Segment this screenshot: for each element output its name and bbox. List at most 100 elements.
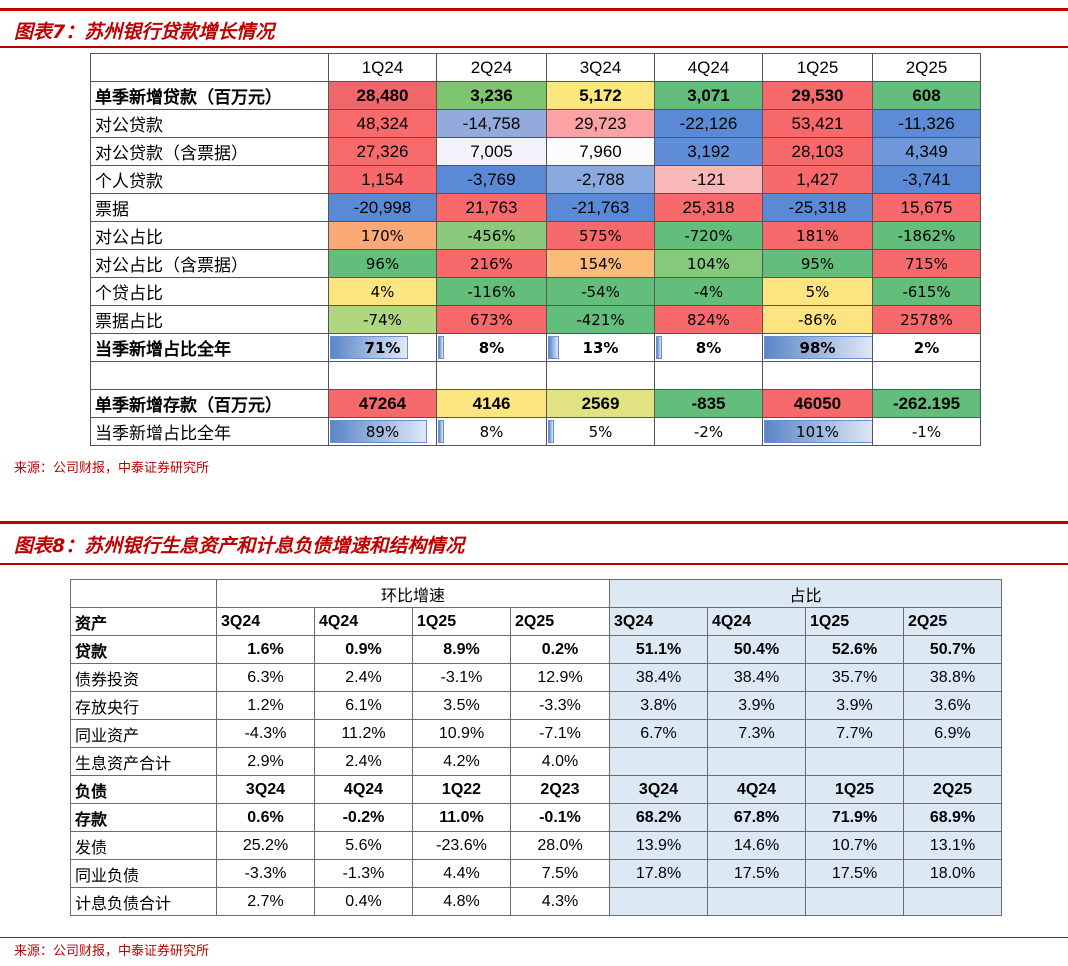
row-label: 发债: [70, 831, 217, 860]
data-bar: [548, 336, 559, 359]
data-cell: 1,427: [762, 165, 873, 194]
share-cell: [609, 887, 708, 916]
growth-cell: 1.6%: [216, 635, 315, 664]
share-cell: 52.6%: [805, 635, 904, 664]
row-label: 贷款: [70, 635, 217, 664]
header-row: 1Q24 2Q24 3Q24 4Q24 1Q25 2Q25: [90, 53, 981, 82]
data-cell: -25,318: [762, 193, 873, 222]
growth-cell: 0.9%: [314, 635, 413, 664]
growth-cell: -3.1%: [412, 663, 511, 692]
column-header: 2Q25: [510, 607, 610, 636]
data-cell: 8%: [654, 333, 763, 362]
data-cell: -720%: [654, 221, 763, 250]
data-cell: 824%: [654, 305, 763, 334]
table-row: 对公贷款 48,324 -14,758 29,723 -22,126 53,421 -11,…: [90, 109, 981, 138]
growth-cell: 4.0%: [510, 747, 610, 776]
data-cell: -11,326: [872, 109, 981, 138]
data-cell: -54%: [546, 277, 655, 306]
column-header: 2Q25: [903, 775, 1002, 804]
row-label: 对公贷款: [90, 109, 329, 138]
section-label: 负债: [70, 775, 217, 804]
table-row: [90, 361, 981, 390]
table-row: 发债 25.2% 5.6% -23.6% 28.0% 13.9% 14.6% 10.7% 13.…: [70, 831, 1002, 860]
data-cell: 46050: [762, 389, 873, 418]
growth-cell: 2.4%: [314, 663, 413, 692]
growth-cell: 6.3%: [216, 663, 315, 692]
data-cell: -2,788: [546, 165, 655, 194]
share-cell: 13.1%: [903, 831, 1002, 860]
data-cell: 25,318: [654, 193, 763, 222]
data-cell: 3,071: [654, 81, 763, 110]
growth-cell: 28.0%: [510, 831, 610, 860]
growth-cell: 12.9%: [510, 663, 610, 692]
data-cell: -121: [654, 165, 763, 194]
data-cell: 7,960: [546, 137, 655, 166]
share-cell: 38.4%: [609, 663, 708, 692]
data-cell: 608: [872, 81, 981, 110]
share-cell: 3.9%: [707, 691, 806, 720]
column-header: 4Q24: [314, 775, 413, 804]
data-cell: 181%: [762, 221, 873, 250]
growth-cell: 2.7%: [216, 887, 315, 916]
table-row: 个贷占比 4% -116% -54% -4% 5% -615%: [90, 277, 981, 306]
growth-cell: -1.3%: [314, 859, 413, 888]
data-cell: 89%: [328, 417, 437, 446]
data-cell: 8%: [436, 417, 547, 446]
data-cell: -615%: [872, 277, 981, 306]
column-header: 4Q24: [707, 607, 806, 636]
growth-cell: 0.2%: [510, 635, 610, 664]
growth-cell: 1.2%: [216, 691, 315, 720]
cell-value: 5%: [588, 422, 613, 441]
share-cell: 7.3%: [707, 719, 806, 748]
figure7-title: 图表7：苏州银行贷款增长情况: [14, 21, 275, 43]
column-header: 2Q24: [436, 53, 547, 82]
share-cell: [609, 747, 708, 776]
data-cell: 4146: [436, 389, 547, 418]
row-label: 个贷占比: [90, 277, 329, 306]
share-cell: 50.4%: [707, 635, 806, 664]
cell-value: 101%: [796, 422, 839, 441]
data-cell: 5%: [546, 417, 655, 446]
table-row: 同业资产 -4.3% 11.2% 10.9% -7.1% 6.7% 7.3% 7.7% 6.9%: [70, 719, 1002, 748]
data-bar: [438, 336, 445, 359]
figure8-bottom-rule: [0, 937, 1068, 938]
data-cell: 95%: [762, 249, 873, 278]
column-header: 2Q23: [510, 775, 610, 804]
data-cell: -86%: [762, 305, 873, 334]
cell-value: 98%: [799, 338, 836, 357]
data-bar: [656, 336, 663, 359]
data-cell: 673%: [436, 305, 547, 334]
data-cell: 28,103: [762, 137, 873, 166]
row-label: 单季新增贷款（百万元）: [90, 81, 329, 110]
cell-value: 13%: [582, 338, 619, 357]
data-bar: [764, 420, 872, 443]
cell-value: 8%: [479, 422, 504, 441]
data-cell: [328, 361, 437, 390]
data-cell: -2%: [654, 417, 763, 446]
row-label: 存款: [70, 803, 217, 832]
column-header: 1Q25: [805, 775, 904, 804]
figure7-source: 来源：公司财报，中泰证券研究所: [14, 461, 210, 476]
data-cell: -262.195: [872, 389, 981, 418]
figure8-title: 图表8：苏州银行生息资产和计息负债增速和结构情况: [14, 535, 465, 557]
share-cell: 51.1%: [609, 635, 708, 664]
row-label: 计息负债合计: [70, 887, 217, 916]
table-row: 存放央行 1.2% 6.1% 3.5% -3.3% 3.8% 3.9% 3.9% 3.6%: [70, 691, 1002, 720]
data-cell: 28,480: [328, 81, 437, 110]
share-cell: 38.8%: [903, 663, 1002, 692]
growth-cell: 2.4%: [314, 747, 413, 776]
cell-value: -1%: [911, 422, 942, 441]
share-cell: 3.9%: [805, 691, 904, 720]
data-cell: 715%: [872, 249, 981, 278]
data-cell: 48,324: [328, 109, 437, 138]
share-cell: 50.7%: [903, 635, 1002, 664]
column-header: 3Q24: [609, 607, 708, 636]
row-label: 同业资产: [70, 719, 217, 748]
data-cell: 4,349: [872, 137, 981, 166]
data-bar: [330, 420, 428, 443]
share-cell: 67.8%: [707, 803, 806, 832]
row-label: [90, 361, 329, 390]
data-cell: -835: [654, 389, 763, 418]
share-cell: 3.8%: [609, 691, 708, 720]
data-cell: -74%: [328, 305, 437, 334]
